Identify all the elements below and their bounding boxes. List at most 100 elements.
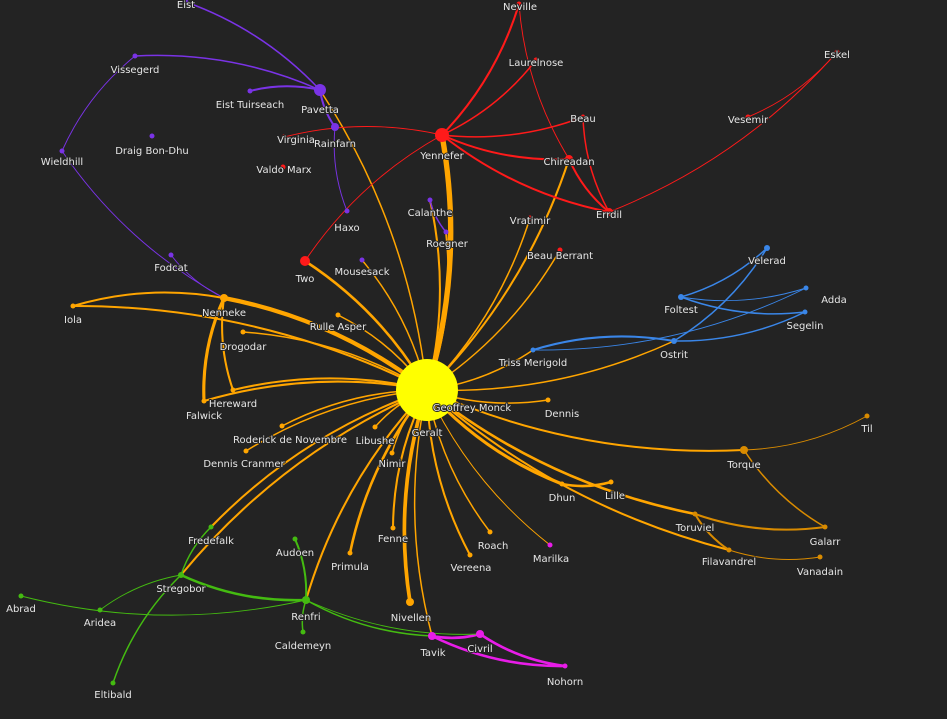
label-rulle: Rulle Asper — [310, 322, 367, 333]
node-geralt[interactable] — [396, 359, 458, 421]
node-dhun[interactable] — [559, 481, 565, 487]
node-eist[interactable] — [183, 0, 189, 5]
node-adda[interactable] — [803, 285, 809, 291]
node-fenne[interactable] — [390, 525, 396, 531]
edge-nenneke-hereward — [221, 296, 235, 392]
node-errdil[interactable] — [605, 208, 613, 216]
label-lille: Lille — [605, 491, 625, 502]
label-nimir: Nimir — [379, 459, 407, 470]
node-stregobor[interactable] — [178, 572, 184, 578]
node-wieldhill[interactable] — [59, 148, 65, 154]
node-tavik[interactable] — [428, 632, 436, 640]
node-audoen[interactable] — [292, 536, 298, 542]
node-rulle[interactable] — [335, 312, 341, 318]
node-yennefer[interactable] — [435, 128, 449, 142]
label-hereward: Hereward — [209, 399, 257, 410]
node-two[interactable] — [300, 256, 310, 266]
node-segelin[interactable] — [802, 309, 808, 315]
node-lille[interactable] — [608, 479, 614, 485]
edge-tavik-nohorn — [430, 634, 567, 668]
node-calanthe[interactable] — [427, 197, 433, 203]
node-laurelnose[interactable] — [533, 57, 539, 63]
node-denniscranmer[interactable] — [243, 448, 249, 454]
edge-yennefer-laurelnose — [441, 59, 537, 136]
node-haxo[interactable] — [344, 208, 350, 214]
edge-pavetta-eisttuirseach — [248, 85, 322, 93]
node-beau[interactable] — [580, 114, 586, 120]
node-torque[interactable] — [740, 446, 748, 454]
label-eltibald: Eltibald — [94, 690, 131, 701]
node-civril[interactable] — [476, 630, 484, 638]
node-nivellen[interactable] — [406, 598, 414, 606]
label-civril: Civril — [467, 644, 492, 655]
node-pavetta[interactable] — [314, 84, 326, 96]
edge-toruviel-galarr — [693, 512, 827, 531]
node-roach[interactable] — [487, 529, 493, 535]
node-toruviel[interactable] — [692, 511, 698, 517]
label-libushe: Libushe — [356, 436, 395, 447]
node-ostrit[interactable] — [671, 338, 677, 344]
node-rainfarn[interactable] — [331, 123, 339, 131]
edge-yennefer-errdil — [440, 133, 611, 214]
node-falwick[interactable] — [201, 398, 207, 404]
node-abrad[interactable] — [18, 593, 24, 599]
node-neville[interactable] — [516, 1, 522, 7]
label-foltest: Foltest — [664, 305, 698, 316]
edge-foltest-velerad — [680, 247, 768, 298]
edge-dhun-lille — [560, 480, 613, 488]
node-renfri[interactable] — [302, 596, 310, 604]
node-vesemir[interactable] — [745, 114, 751, 120]
node-nimir[interactable] — [389, 450, 395, 456]
node-roderick[interactable] — [279, 423, 285, 429]
label-iola: Iola — [64, 315, 82, 326]
node-vissegerd[interactable] — [132, 53, 138, 59]
node-primula[interactable] — [347, 550, 353, 556]
node-libushe[interactable] — [372, 424, 378, 430]
node-fredefalk[interactable] — [208, 524, 214, 530]
node-marilka[interactable] — [547, 542, 553, 548]
node-vratimir[interactable] — [527, 215, 533, 221]
node-fodcat[interactable] — [168, 252, 174, 258]
node-triss[interactable] — [530, 347, 536, 353]
node-foltest[interactable] — [678, 294, 684, 300]
node-mousesack[interactable] — [359, 257, 365, 263]
label-dennis: Dennis — [545, 409, 580, 420]
node-galarr[interactable] — [822, 524, 828, 530]
edge-yennefer-chireadan — [440, 133, 571, 161]
node-chireadan[interactable] — [565, 155, 573, 163]
label-rainfarn: Rainfarn — [314, 139, 356, 150]
edge-ostrit-velerad — [673, 247, 768, 342]
label-nohorn: Nohorn — [547, 677, 583, 688]
node-dennis[interactable] — [545, 397, 551, 403]
node-nenneke[interactable] — [220, 294, 228, 302]
node-roegner[interactable] — [443, 229, 449, 235]
node-eltibald[interactable] — [110, 680, 116, 686]
node-eisttuirseach[interactable] — [247, 88, 253, 94]
node-eskel[interactable] — [834, 49, 840, 55]
node-hereward[interactable] — [230, 387, 236, 393]
node-layer — [18, 0, 870, 686]
node-drogodar[interactable] — [240, 329, 246, 335]
label-stregobor: Stregobor — [156, 584, 206, 595]
node-beaubertrant[interactable] — [557, 247, 563, 253]
node-filavandrel[interactable] — [726, 547, 732, 553]
node-draig[interactable] — [149, 133, 155, 139]
edge-torque-til — [743, 415, 868, 451]
node-nohorn[interactable] — [562, 663, 568, 669]
edge-yennefer-virginia — [283, 126, 443, 138]
node-caldemeyn[interactable] — [300, 629, 306, 635]
label-pavetta: Pavetta — [301, 105, 339, 116]
node-geoffrey[interactable] — [435, 404, 441, 410]
edge-torque-galarr — [743, 449, 826, 528]
node-aridea[interactable] — [97, 607, 103, 613]
node-til[interactable] — [864, 413, 870, 419]
node-vereena[interactable] — [467, 552, 473, 558]
node-valdo[interactable] — [280, 164, 286, 170]
label-eisttuirseach: Eist Tuirseach — [216, 100, 285, 111]
node-vanadain[interactable] — [817, 554, 823, 560]
node-iola[interactable] — [70, 303, 76, 309]
node-velerad[interactable] — [764, 245, 770, 251]
label-vereena: Vereena — [451, 563, 492, 574]
node-virginia[interactable] — [281, 134, 287, 140]
